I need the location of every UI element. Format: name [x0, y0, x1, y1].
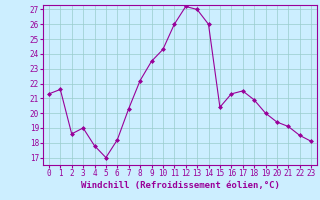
X-axis label: Windchill (Refroidissement éolien,°C): Windchill (Refroidissement éolien,°C)	[81, 181, 279, 190]
